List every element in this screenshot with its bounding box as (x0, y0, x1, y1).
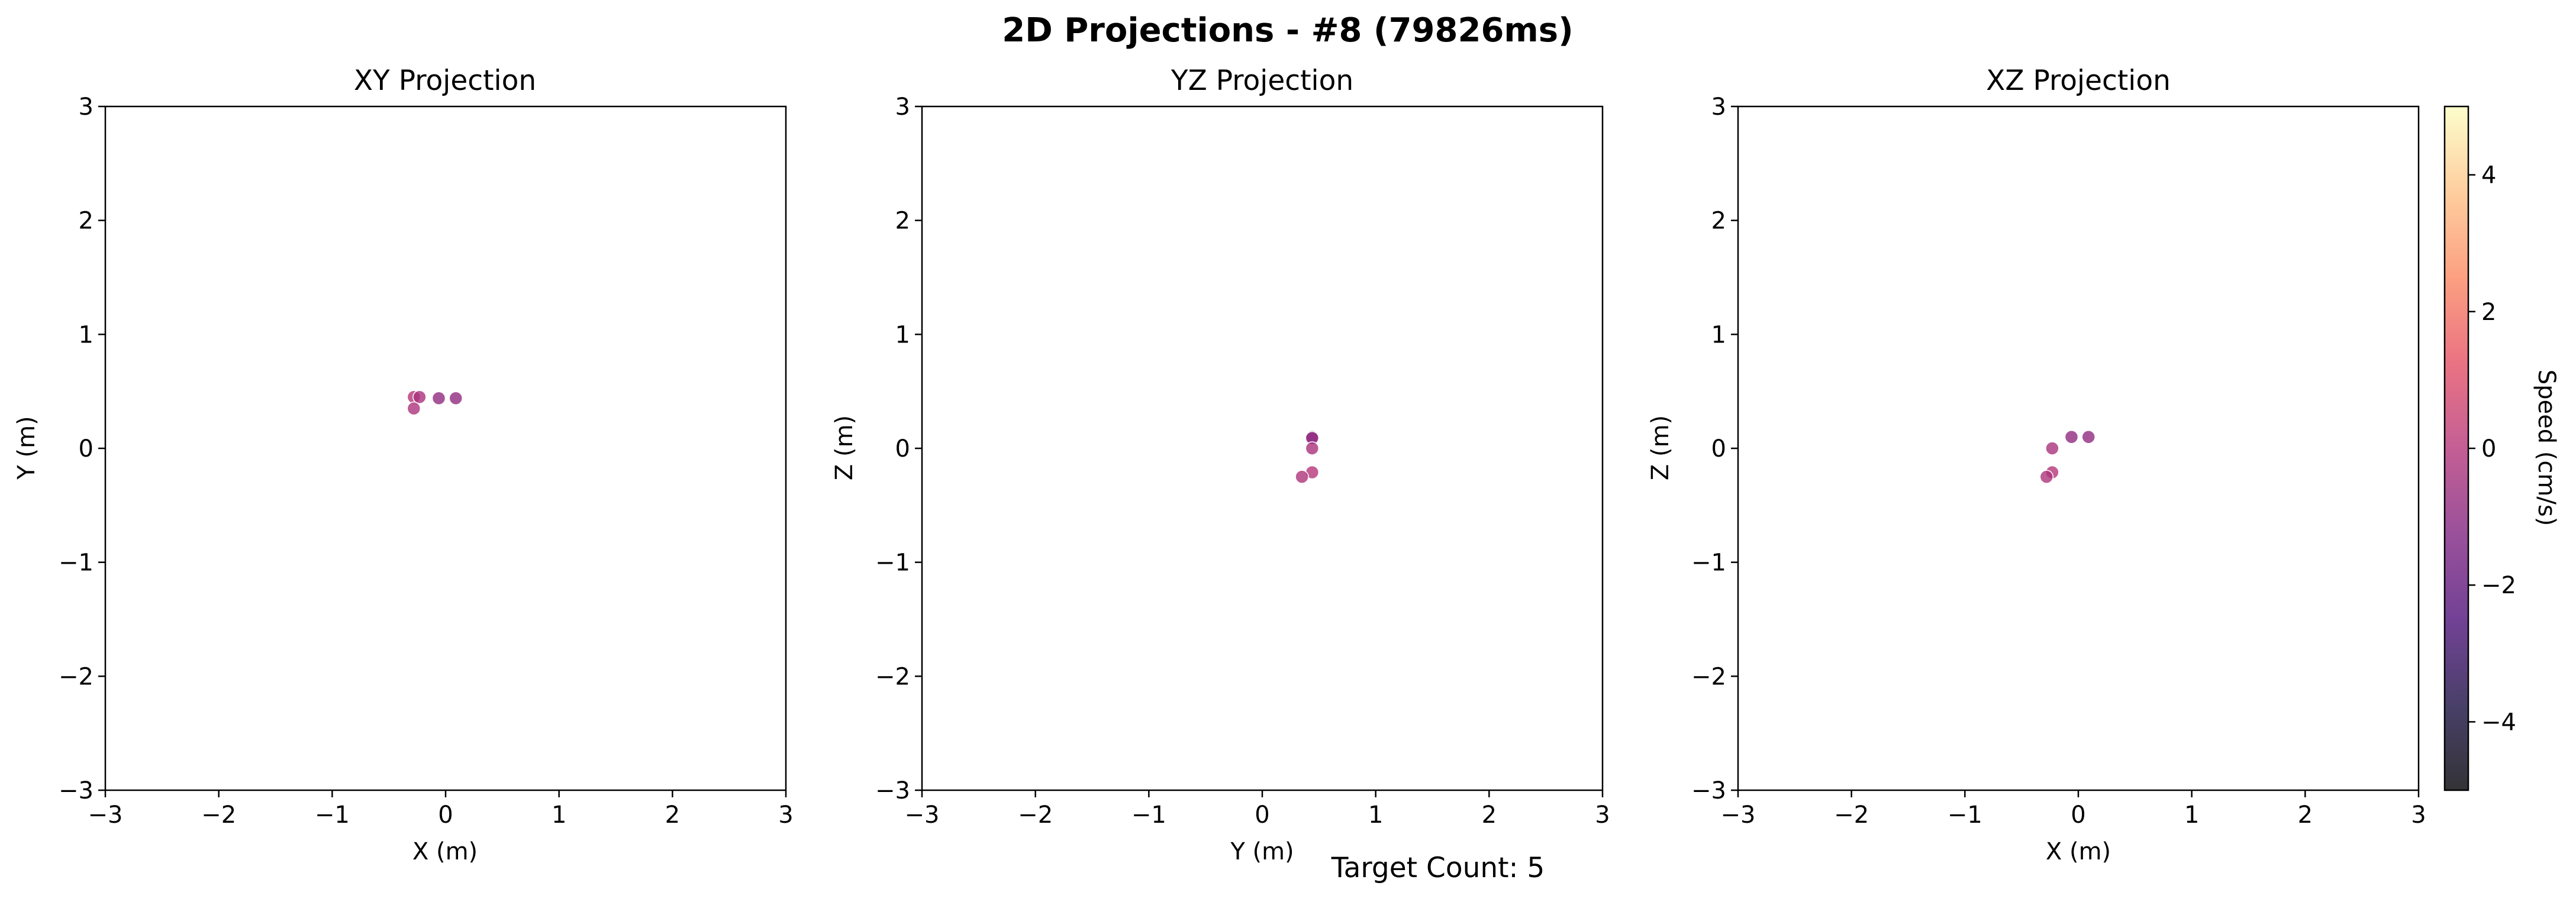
x-tick-label: −1 (315, 801, 350, 829)
colorbar-label: Speed (cm/s) (2533, 370, 2560, 526)
target-count: Target Count: 5 (1331, 852, 1545, 884)
scatter-point (407, 401, 421, 416)
panel-title: YZ Projection (1171, 64, 1353, 97)
y-tick-label: −2 (59, 663, 94, 690)
y-tick-label: 1 (79, 321, 94, 348)
x-tick-label: 3 (778, 801, 793, 829)
y-tick-label: 2 (895, 208, 910, 235)
x-tick-label: −1 (1948, 801, 1982, 829)
y-tick-label: 0 (79, 435, 94, 463)
scatter-point (1305, 441, 1320, 455)
x-tick-label: 0 (2071, 801, 2085, 829)
x-tick-label: 1 (552, 801, 566, 829)
x-tick-label: 3 (1595, 801, 1610, 829)
colorbar-tick-label: −2 (2481, 572, 2516, 599)
y-tick-label: 2 (1711, 208, 1726, 235)
y-axis-label: Z (m) (831, 415, 858, 480)
y-tick-label: −1 (59, 549, 94, 577)
panel-title: XZ Projection (1986, 64, 2171, 97)
x-tick-label: 0 (1255, 801, 1269, 829)
scatter-point (2081, 429, 2095, 444)
y-tick-label: 3 (895, 93, 910, 121)
colorbar-tick-label: −4 (2481, 709, 2516, 736)
x-tick-label: 0 (438, 801, 453, 829)
scatter-point (1295, 470, 1309, 484)
plot-frame (921, 105, 1604, 791)
y-tick-label: 3 (1711, 93, 1726, 121)
x-tick-label: −2 (1834, 801, 1869, 829)
scatter-point (449, 391, 463, 405)
x-axis-label: X (m) (2046, 838, 2111, 865)
colorbar: Speed (cm/s) −4 −2 0 2 4 (2443, 105, 2560, 791)
scatter-point (2039, 470, 2054, 484)
y-tick-label: −3 (1691, 777, 1726, 804)
y-tick-label: −2 (1691, 663, 1726, 690)
y-tick-label: 3 (79, 93, 94, 121)
colorbar-gradient (2445, 106, 2468, 790)
y-axis-label: Y (m) (13, 416, 40, 480)
scatter-point (412, 390, 427, 405)
panel-xy: XY Projection X (m) Y (m) −3 −2 −1 0 1 2 3 −3 −2… (13, 64, 794, 865)
scatter-point (431, 391, 446, 405)
plot-frame (1737, 105, 2420, 791)
x-axis-label: X (m) (412, 838, 478, 865)
x-tick-label: −2 (1018, 801, 1053, 829)
x-tick-label: −3 (1721, 801, 1756, 829)
y-tick-label: −3 (59, 777, 94, 804)
scatter-point (2064, 429, 2079, 444)
x-tick-label: −3 (88, 801, 123, 829)
colorbar-tick-label: 0 (2481, 435, 2496, 463)
colorbar-tick-label: 4 (2481, 162, 2496, 189)
figure-title: 2D Projections - #8 (79826ms) (1002, 11, 1573, 50)
scatter-point (2045, 441, 2059, 455)
y-tick-label: 0 (895, 435, 910, 463)
y-tick-label: −1 (875, 549, 910, 577)
y-tick-label: 1 (895, 321, 910, 348)
x-tick-label: 2 (2298, 801, 2313, 829)
panel-xz: XZ Projection X (m) Z (m) −3 −2 −1 0 1 2 3 −3 −2… (1647, 64, 2426, 865)
x-tick-label: −2 (201, 801, 236, 829)
y-tick-label: −1 (1691, 549, 1726, 577)
x-tick-label: −1 (1131, 801, 1166, 829)
y-tick-label: −2 (875, 663, 910, 690)
y-tick-label: −3 (875, 777, 910, 804)
y-tick-label: 2 (79, 208, 94, 235)
x-tick-label: 1 (1368, 801, 1383, 829)
colorbar-tick-label: 2 (2481, 299, 2496, 326)
panel-yz: YZ Projection Y (m) Z (m) −3 −2 −1 0 1 2 3 −3 −2… (831, 64, 1610, 865)
x-tick-label: 1 (2184, 801, 2199, 829)
x-axis-label: Y (m) (1230, 838, 1294, 865)
y-tick-label: 1 (1711, 321, 1726, 348)
x-tick-label: 2 (665, 801, 680, 829)
y-tick-label: 0 (1711, 435, 1726, 463)
x-tick-label: −3 (905, 801, 940, 829)
panel-title: XY Projection (354, 64, 536, 97)
x-tick-label: 3 (2411, 801, 2426, 829)
plot-frame (104, 105, 787, 791)
y-axis-label: Z (m) (1647, 415, 1674, 480)
x-tick-label: 2 (1482, 801, 1497, 829)
